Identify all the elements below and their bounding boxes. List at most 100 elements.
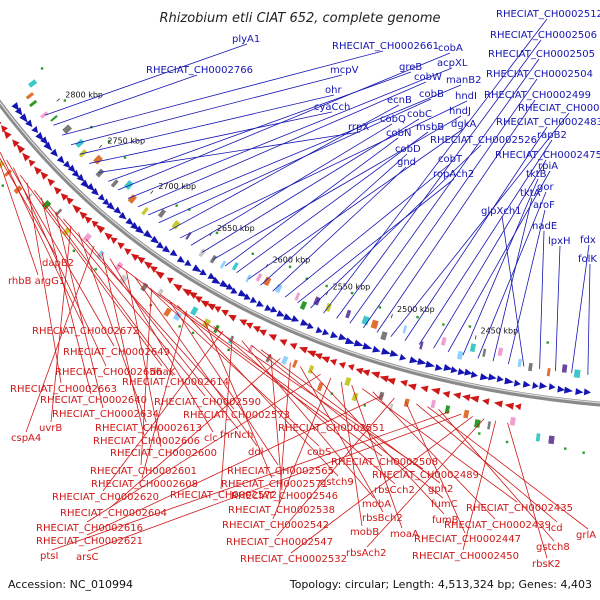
gene-label-rev[interactable]: fnrNch bbox=[220, 430, 253, 441]
gene-label-fwd[interactable]: glpXch1 bbox=[481, 206, 522, 217]
gene-label-fwd[interactable]: cobB bbox=[419, 89, 444, 100]
gene-label-fwd[interactable]: lpxH bbox=[548, 236, 571, 247]
gene-label-fwd[interactable]: tktA bbox=[520, 188, 541, 199]
gene-label-fwd[interactable]: tktB bbox=[526, 169, 547, 180]
gene-label-fwd[interactable]: RHECIAT_CH0002490 bbox=[518, 103, 600, 114]
gene-label-rev[interactable]: dapB2 bbox=[42, 258, 74, 269]
gene-label-rev[interactable]: RHECIAT_CH0002672 bbox=[32, 326, 139, 337]
gene-label-rev[interactable]: RHECIAT_CH0002620 bbox=[52, 492, 159, 503]
gene-label-fwd[interactable]: cobT bbox=[438, 154, 463, 165]
gene-label-rev[interactable]: RHECIAT_CH0002604 bbox=[60, 508, 167, 519]
gene-label-rev[interactable]: mobB bbox=[350, 527, 379, 538]
gene-label-fwd[interactable]: RHECIAT_CH0002526 bbox=[430, 135, 537, 146]
gene-label-rev[interactable]: grlA bbox=[576, 530, 596, 541]
gene-label-fwd[interactable]: RHECIAT_CH0002475 bbox=[495, 150, 600, 161]
gene-label-rev[interactable]: RHECIAT_CH0002606 bbox=[93, 436, 200, 447]
gene-label-fwd[interactable]: RHECIAT_CH0002505 bbox=[488, 49, 595, 60]
gene-label-rev[interactable]: RHECIAT_CH0002532 bbox=[240, 554, 347, 565]
gene-label-rev[interactable]: mobA bbox=[362, 499, 391, 510]
gene-label-fwd[interactable]: plyA1 bbox=[232, 34, 260, 45]
gene-label-rev[interactable]: RHECIAT_CH0002547 bbox=[226, 537, 333, 548]
gene-label-rev[interactable]: RHECIAT_CH0002621 bbox=[36, 536, 143, 547]
gene-label-rev[interactable]: rhbB argG1 bbox=[8, 276, 65, 287]
gene-label-fwd[interactable]: RHECIAT_CH0002661 bbox=[332, 41, 439, 52]
gene-label-rev[interactable]: RHECIAT_CH0002601 bbox=[90, 466, 197, 477]
gene-label-rev[interactable]: gstch9 bbox=[320, 477, 354, 488]
gene-label-rev[interactable]: dhaK bbox=[150, 367, 176, 378]
gene-label-rev[interactable]: RHECIAT_CH0002435 bbox=[466, 503, 573, 514]
gene-label-rev[interactable]: RHECIAT_CH0002634 bbox=[52, 409, 159, 420]
gene-label-rev[interactable]: gph2 bbox=[428, 484, 453, 495]
gene-label-fwd[interactable]: ecnB bbox=[387, 95, 412, 106]
gene-label-rev[interactable]: RHECIAT_CH0002656 bbox=[55, 367, 162, 378]
gene-label-rev[interactable]: RHECIAT_CH0002573 bbox=[183, 410, 290, 421]
gene-label-fwd[interactable]: gor bbox=[537, 182, 554, 193]
gene-label-rev[interactable]: RHECIAT_CH0002551 bbox=[278, 423, 385, 434]
gene-label-fwd[interactable]: gnd bbox=[397, 157, 416, 168]
gene-label-fwd[interactable]: cobQ bbox=[380, 114, 406, 125]
gene-label-fwd[interactable]: hndI bbox=[455, 91, 477, 102]
gene-label-fwd[interactable]: manB2 bbox=[446, 75, 481, 86]
gene-label-fwd[interactable]: acpXL bbox=[437, 58, 468, 69]
gene-label-rev[interactable]: ptsI bbox=[40, 551, 58, 562]
gene-label-fwd[interactable]: hndJ bbox=[449, 106, 471, 117]
gene-label-fwd[interactable]: cobC bbox=[407, 109, 432, 120]
gene-label-rev[interactable]: gstch8 bbox=[536, 542, 570, 553]
gene-label-rev[interactable]: RHECIAT_CH0002542 bbox=[222, 520, 329, 531]
gene-label-fwd[interactable]: cyaCch bbox=[314, 102, 350, 113]
gene-label-rev[interactable]: RHECIAT_CH0002447 bbox=[414, 534, 521, 545]
gene-label-rev[interactable]: RHECIAT_CH0002571 bbox=[221, 479, 328, 490]
gene-label-rev[interactable]: arsC bbox=[76, 552, 98, 563]
gene-label-fwd[interactable]: cobD bbox=[395, 144, 421, 155]
gene-label-fwd[interactable]: greB bbox=[399, 62, 422, 73]
gene-label-fwd[interactable]: mcpV bbox=[330, 65, 359, 76]
gene-label-fwd[interactable]: msbB bbox=[416, 122, 444, 133]
gene-label-fwd[interactable]: rpiA bbox=[538, 161, 558, 172]
gene-label-fwd[interactable]: cobN bbox=[386, 128, 411, 139]
gene-label-rev[interactable]: fumC bbox=[431, 499, 458, 510]
gene-label-fwd[interactable]: RHECIAT_CH0002766 bbox=[146, 65, 253, 76]
gene-label-rev[interactable]: RHECIAT_CH0002450 bbox=[412, 551, 519, 562]
gene-label-rev[interactable]: RHECIAT_CH0002663 bbox=[10, 384, 117, 395]
gene-label-rev[interactable]: ddl bbox=[248, 447, 263, 458]
gene-label-rev[interactable]: RHECIAT_CH0002590 bbox=[154, 397, 261, 408]
gene-label-rev[interactable]: RHECIAT_CH0002616 bbox=[36, 523, 143, 534]
gene-label-fwd[interactable]: folK bbox=[578, 254, 597, 265]
gene-label-rev[interactable]: RHECIAT_CH0002565 bbox=[227, 466, 334, 477]
gene-label-fwd[interactable]: rapB2 bbox=[537, 130, 567, 141]
gene-label-fwd[interactable]: rrpX bbox=[348, 122, 369, 133]
gene-label-rev[interactable]: icd bbox=[548, 523, 563, 534]
gene-label-rev[interactable]: rbsAch2 bbox=[346, 548, 387, 559]
gene-label-fwd[interactable]: cobA bbox=[438, 43, 463, 54]
gene-label-rev[interactable]: RHECIAT_CH0002613 bbox=[95, 423, 202, 434]
gene-label-fwd[interactable]: RHECIAT_CH0002504 bbox=[486, 69, 593, 80]
gene-label-rev[interactable]: RHECIAT_CH0002608 bbox=[91, 479, 198, 490]
gene-label-rev[interactable]: RHECIAT_CH0002614 bbox=[122, 377, 229, 388]
gene-label-fwd[interactable]: RHECIAT_CH0002483 bbox=[496, 117, 600, 128]
gene-label-rev[interactable]: fumB bbox=[432, 515, 459, 526]
gene-label-fwd[interactable]: RHECIAT_CH0002499 bbox=[484, 90, 591, 101]
gene-label-rev[interactable]: RHECIAT_CH0002538 bbox=[228, 505, 335, 516]
gene-label-rev[interactable]: RHECIAT_CH0002640 bbox=[40, 395, 147, 406]
gene-label-fwd[interactable]: dgkA bbox=[451, 119, 476, 130]
gene-label-fwd[interactable]: fdx bbox=[580, 235, 596, 246]
gene-label-rev[interactable]: RHECIAT_CH0002489 bbox=[372, 470, 479, 481]
gene-label-fwd[interactable]: aroF bbox=[533, 200, 555, 211]
gene-label-rev[interactable]: rbsCch2 bbox=[374, 485, 415, 496]
gene-label-rev[interactable]: RHECIAT_CH0002439 bbox=[444, 520, 551, 531]
gene-label-rev[interactable]: uvrB bbox=[39, 423, 62, 434]
gene-label-rev[interactable]: rbsBch2 bbox=[362, 513, 403, 524]
gene-label-rev[interactable]: RHECIAT_CH0002572 bbox=[170, 490, 277, 501]
gene-label-rev[interactable]: rbsK2 bbox=[532, 559, 561, 570]
gene-label-rev[interactable]: RHECIAT_CH0002600 bbox=[110, 448, 217, 459]
gene-label-rev[interactable]: RHECIAT_CH0002546 bbox=[231, 491, 338, 502]
gene-label-rev[interactable]: cobS bbox=[307, 447, 331, 458]
gene-label-rev[interactable]: RHECIAT_CH0002508 bbox=[331, 457, 438, 468]
gene-label-rev[interactable]: RHECIAT_CH0002649 bbox=[63, 347, 170, 358]
gene-label-rev[interactable]: cspA4 bbox=[11, 433, 41, 444]
gene-label-fwd[interactable]: nadE bbox=[532, 221, 557, 232]
gene-label-rev[interactable]: moaA bbox=[390, 529, 419, 540]
gene-label-rev[interactable]: clc bbox=[204, 433, 218, 444]
gene-label-fwd[interactable]: ohr bbox=[325, 85, 342, 96]
gene-label-fwd[interactable]: cobW bbox=[414, 72, 442, 83]
